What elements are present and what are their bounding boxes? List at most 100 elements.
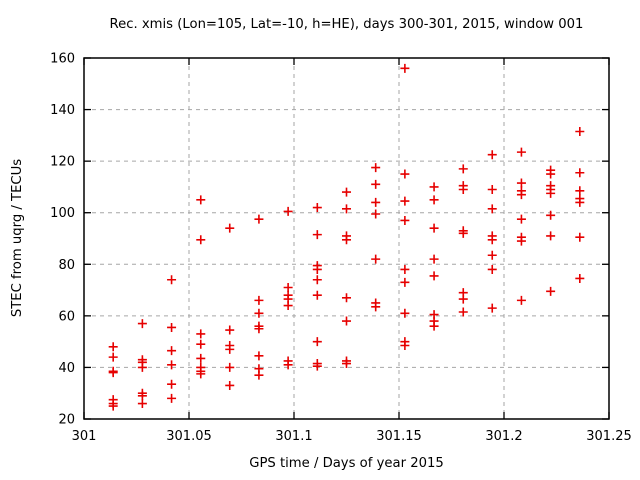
data-point — [458, 228, 468, 238]
data-point — [516, 236, 526, 246]
data-point — [108, 368, 118, 378]
data-point — [196, 195, 206, 205]
data-point — [283, 360, 293, 370]
data-point — [137, 391, 147, 401]
data-point — [575, 232, 585, 242]
data-point — [196, 339, 206, 349]
data-point — [371, 179, 381, 189]
data-point — [108, 352, 118, 362]
data-point — [458, 307, 468, 317]
data-point — [137, 319, 147, 329]
y-tick-label: 60 — [58, 309, 75, 324]
data-point — [254, 308, 264, 318]
data-point — [546, 231, 556, 241]
data-point — [312, 230, 322, 240]
data-point — [167, 393, 177, 403]
data-point — [312, 203, 322, 213]
data-point — [546, 188, 556, 198]
data-point — [546, 169, 556, 179]
data-point — [342, 204, 351, 214]
y-tick-label: 100 — [50, 206, 75, 221]
x-tick-label: 301 — [72, 429, 97, 444]
y-tick-label: 160 — [50, 52, 75, 67]
data-point — [312, 264, 322, 274]
x-axis-label: GPS time / Days of year 2015 — [249, 456, 444, 471]
data-point — [400, 277, 410, 287]
data-point — [458, 164, 468, 174]
x-tick-label: 301.05 — [166, 429, 212, 444]
data-point — [225, 223, 235, 233]
data-point — [137, 399, 147, 409]
tick-labels: 301 301.05 301.1 301.15 301.2 301.25 20 40 60 80 1… — [50, 52, 632, 445]
data-point — [400, 63, 410, 73]
data-point — [400, 169, 410, 179]
data-point — [283, 206, 293, 216]
data-point — [487, 204, 497, 214]
data-point — [516, 178, 526, 188]
x-tick-label: 301.15 — [376, 429, 422, 444]
data-point — [516, 214, 526, 224]
data-point — [487, 235, 497, 245]
data-point — [254, 324, 264, 334]
data-point — [400, 264, 410, 274]
data-point — [400, 308, 410, 318]
data-point — [196, 235, 206, 245]
data-point — [137, 362, 147, 372]
data-point — [516, 147, 526, 157]
data-point — [575, 186, 585, 196]
data-point — [575, 126, 585, 136]
data-point — [575, 197, 585, 207]
data-point — [342, 235, 351, 245]
data-point — [371, 209, 381, 219]
data-point — [196, 353, 206, 363]
data-point — [400, 215, 410, 225]
data-point — [429, 254, 439, 264]
data-point — [283, 301, 293, 311]
data-point — [487, 150, 497, 160]
data-point — [312, 275, 322, 285]
data-point — [429, 271, 439, 281]
data-point — [429, 321, 439, 331]
x-tick-label: 301.25 — [586, 429, 632, 444]
data-point — [575, 273, 585, 283]
data-point — [342, 293, 351, 303]
data-point — [400, 341, 410, 351]
data-point — [108, 401, 118, 411]
data-point — [254, 351, 264, 361]
data-point — [342, 187, 351, 197]
data-point — [429, 182, 439, 192]
data-point — [516, 190, 526, 200]
data-point — [371, 254, 381, 264]
data-point — [371, 197, 381, 207]
y-tick-label: 120 — [50, 155, 75, 170]
data-point — [167, 360, 177, 370]
data-point — [225, 362, 235, 372]
data-point — [254, 370, 264, 380]
data-point — [371, 302, 381, 312]
data-point — [400, 196, 410, 206]
data-point — [167, 275, 177, 285]
data-point — [487, 264, 497, 274]
data-point — [196, 369, 206, 379]
data-point — [546, 286, 556, 296]
data-point — [167, 322, 177, 332]
data-point — [254, 295, 264, 305]
chart-title: Rec. xmis (Lon=105, Lat=-10, h=HE), days… — [109, 17, 584, 32]
data-point — [225, 325, 235, 335]
x-tick-label: 301.1 — [275, 429, 312, 444]
data-point — [108, 342, 118, 352]
data-point — [225, 344, 235, 354]
x-tick-label: 301.2 — [485, 429, 522, 444]
data-point — [225, 380, 235, 390]
data-point — [458, 185, 468, 195]
data-point — [167, 379, 177, 389]
data-point — [196, 329, 206, 339]
data-point — [487, 303, 497, 313]
data-point — [312, 337, 322, 347]
data-point — [458, 294, 468, 304]
data-point — [429, 195, 439, 205]
data-point — [167, 346, 177, 356]
data-point — [342, 359, 351, 369]
